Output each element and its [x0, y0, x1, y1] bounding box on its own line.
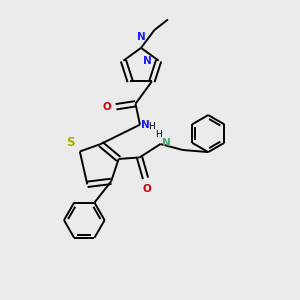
Text: H: H: [148, 122, 155, 131]
Text: N: N: [162, 138, 171, 148]
Text: N: N: [137, 32, 146, 43]
Text: H: H: [156, 130, 162, 139]
Text: N: N: [142, 120, 150, 130]
Text: S: S: [66, 136, 74, 148]
Text: O: O: [142, 184, 152, 194]
Text: N: N: [143, 56, 152, 66]
Text: O: O: [102, 102, 111, 112]
